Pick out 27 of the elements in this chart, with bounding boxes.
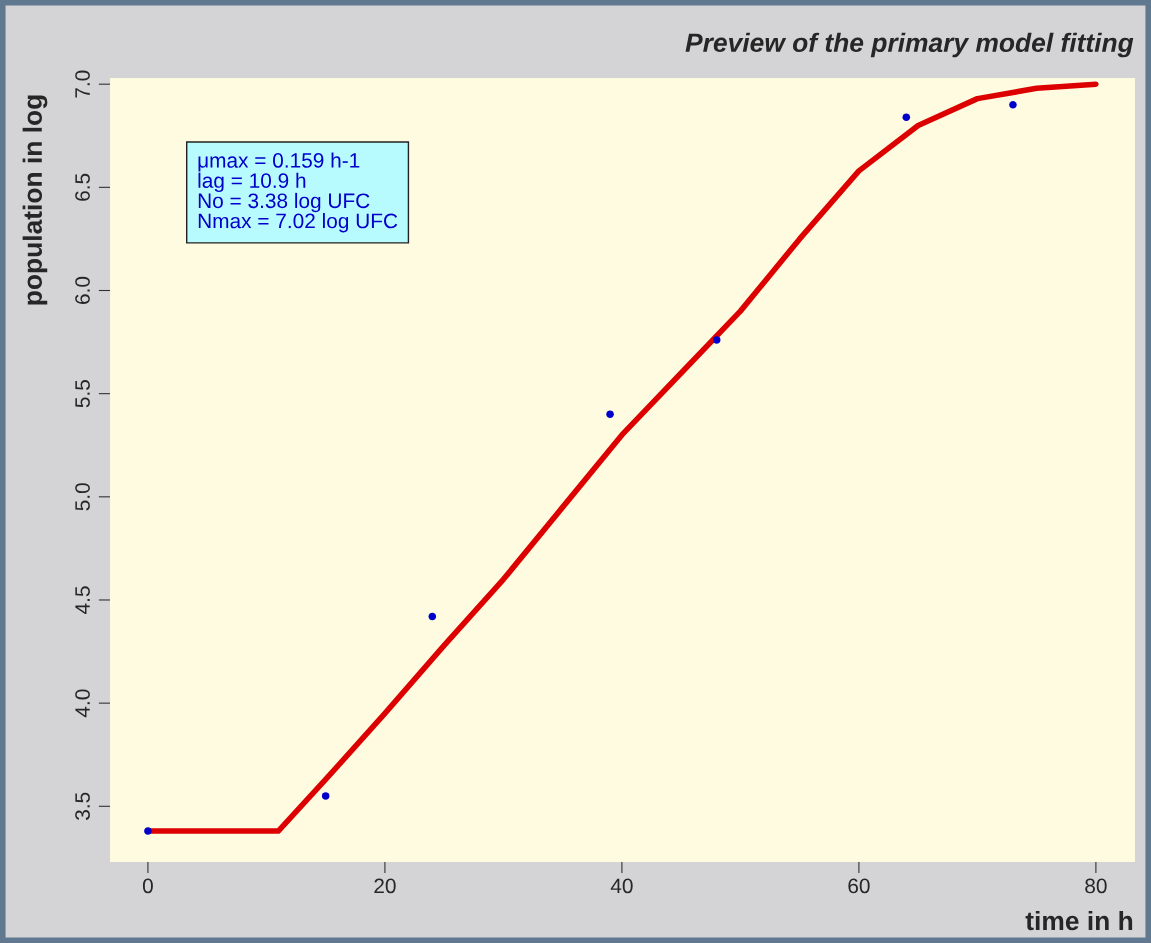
annotation: No = 3.38 log UFC	[198, 192, 370, 213]
x-tick-label: 60	[848, 878, 870, 894]
y-axis-title: population in log	[22, 95, 48, 305]
x-tick-label: 20	[374, 878, 396, 894]
point	[428, 612, 437, 621]
y-tick-label: 6.0	[75, 276, 90, 304]
annotation: μmax = 0.159 h-1	[198, 152, 360, 172]
y-tick-label: 6.5	[75, 173, 90, 201]
y-tick-label: 5.0	[75, 483, 90, 511]
x-tick-label: 40	[610, 878, 633, 894]
point	[1009, 101, 1017, 109]
y-tick-label: 5.5	[75, 380, 90, 408]
point	[902, 113, 911, 121]
point	[321, 792, 330, 800]
y-tick-label: 7.0	[75, 70, 90, 98]
y-tick-label: 4.0	[75, 689, 90, 718]
point	[144, 827, 152, 835]
x-tick-label: 80	[1085, 878, 1107, 894]
x-axis-title: time in h	[1025, 910, 1133, 931]
chart-title: Preview of the primary model fitting	[685, 32, 1134, 58]
point	[606, 410, 614, 419]
annotation: lag = 10.9 h	[198, 172, 306, 193]
point	[712, 336, 721, 344]
y-tick-label: 4.5	[75, 586, 90, 614]
x-tick-label: 0	[142, 878, 153, 894]
y-tick-label: 3.5	[75, 792, 90, 820]
annotation: Nmax = 7.02 log UFC	[198, 213, 398, 233]
